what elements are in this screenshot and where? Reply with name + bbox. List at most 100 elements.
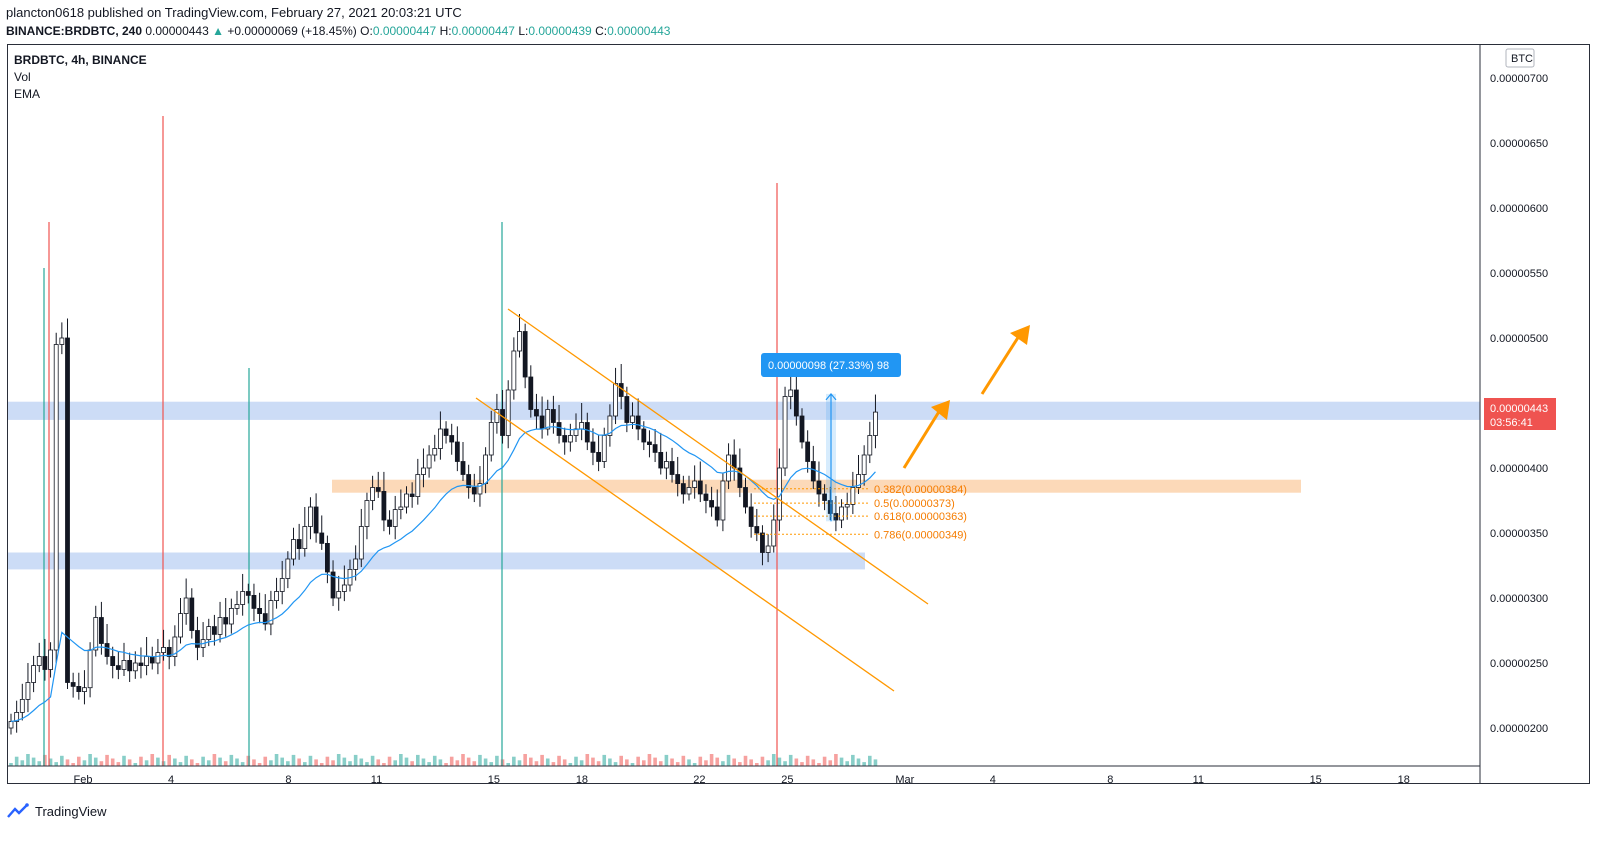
candle [121,642,127,676]
candle-body [240,591,246,605]
volume-bar [517,760,522,766]
candle-body [262,613,268,625]
target-arrow-2[interactable] [980,335,1021,395]
volume-bar [88,754,92,766]
volume-bar [150,754,155,766]
candle-body [217,617,223,635]
candle-body [771,519,777,547]
legend-symbol[interactable]: BRDBTC, 4h, BINANCE [14,53,147,67]
channel-lower-line[interactable] [475,397,895,692]
volume-bar [619,755,623,766]
candle-body [25,682,31,700]
symbol-interval: BINANCE:BRDBTC, 240 [6,24,143,38]
candle [601,427,607,468]
candle [291,527,296,566]
candle-body [658,451,664,469]
y-tick-label: 0.00000700 [1490,73,1548,85]
price-chart[interactable]: 0.382(0.00000384) 0.5(0.00000373)0.618(0.… [0,0,1599,800]
close-value: 0.00000443 [607,24,671,38]
price-tag [1484,398,1556,430]
candle-body [720,480,726,521]
candle [262,594,268,631]
currency-tag[interactable] [1505,48,1535,68]
candle [341,565,347,602]
candle-body [144,656,150,667]
candle [364,492,370,540]
volume-bar [851,754,855,766]
volume-bar [444,763,448,766]
y-tick-label: 0.00000400 [1490,463,1548,475]
legend-ema[interactable]: EMA [14,87,41,101]
candle [754,508,760,542]
candle [460,442,466,481]
volume-bar [608,758,612,766]
candle [257,592,263,624]
volume-bar [495,755,499,766]
candle [522,323,528,389]
candle [443,421,449,444]
candle [223,598,229,637]
candle-body [398,506,404,510]
candle-body [19,699,25,713]
candle [782,386,788,477]
candle [449,423,455,455]
volume-bar [704,760,708,766]
low-value: 0.00000439 [528,24,592,38]
volume-bar [675,762,680,766]
volume-bar [223,761,228,766]
volume-bar [297,758,301,766]
legend-vol[interactable]: Vol [14,70,31,84]
candle-body [596,451,601,462]
candle [686,475,692,501]
volume-bar [218,757,222,766]
candle [613,367,618,425]
target-arrow-1[interactable] [902,409,942,469]
candle [370,475,376,511]
fib-zone [332,479,1301,493]
candle-body [358,526,364,560]
candle [567,423,573,452]
candle [652,429,658,463]
channel-upper-line[interactable] [507,308,929,605]
candle [200,622,206,658]
candle-body [709,500,714,508]
candle-body [87,649,93,689]
volume-bar [387,756,392,766]
candle [867,421,873,464]
candle-body [166,647,172,657]
candle [313,493,319,543]
candle-body [93,617,99,651]
indicator-legend: BRDBTC, 4h, BINANCE Vol EMA [14,52,147,103]
volume-bar [410,761,414,766]
y-tick-label: 0.00000350 [1490,528,1548,540]
candle [319,515,325,550]
publisher-line: plancton0618 published on TradingView.co… [6,5,462,20]
candle [731,439,737,481]
candle-body [251,595,257,609]
volume-bar [116,762,121,766]
candle-body [302,526,308,550]
candle [138,647,144,679]
candle-body [737,467,743,488]
candle [833,495,839,532]
candle-body [816,480,822,495]
candle [822,484,827,511]
candle [324,535,330,584]
volume-bar [206,760,211,766]
candle-body [669,461,675,475]
candle-body [850,487,856,505]
candle [195,616,200,661]
candle-body [624,396,630,423]
volume-bar [195,763,200,766]
candle-body [562,435,568,443]
last-price: 0.00000443 [145,24,209,38]
candle [268,590,274,636]
candle-body [534,409,539,417]
close-label: C: [595,24,608,38]
y-tick-label: 0.00000200 [1490,723,1548,735]
candle [8,713,14,735]
candle-body [517,331,522,352]
candle-body [8,721,14,729]
candle [172,625,178,667]
candle-body [245,591,251,596]
